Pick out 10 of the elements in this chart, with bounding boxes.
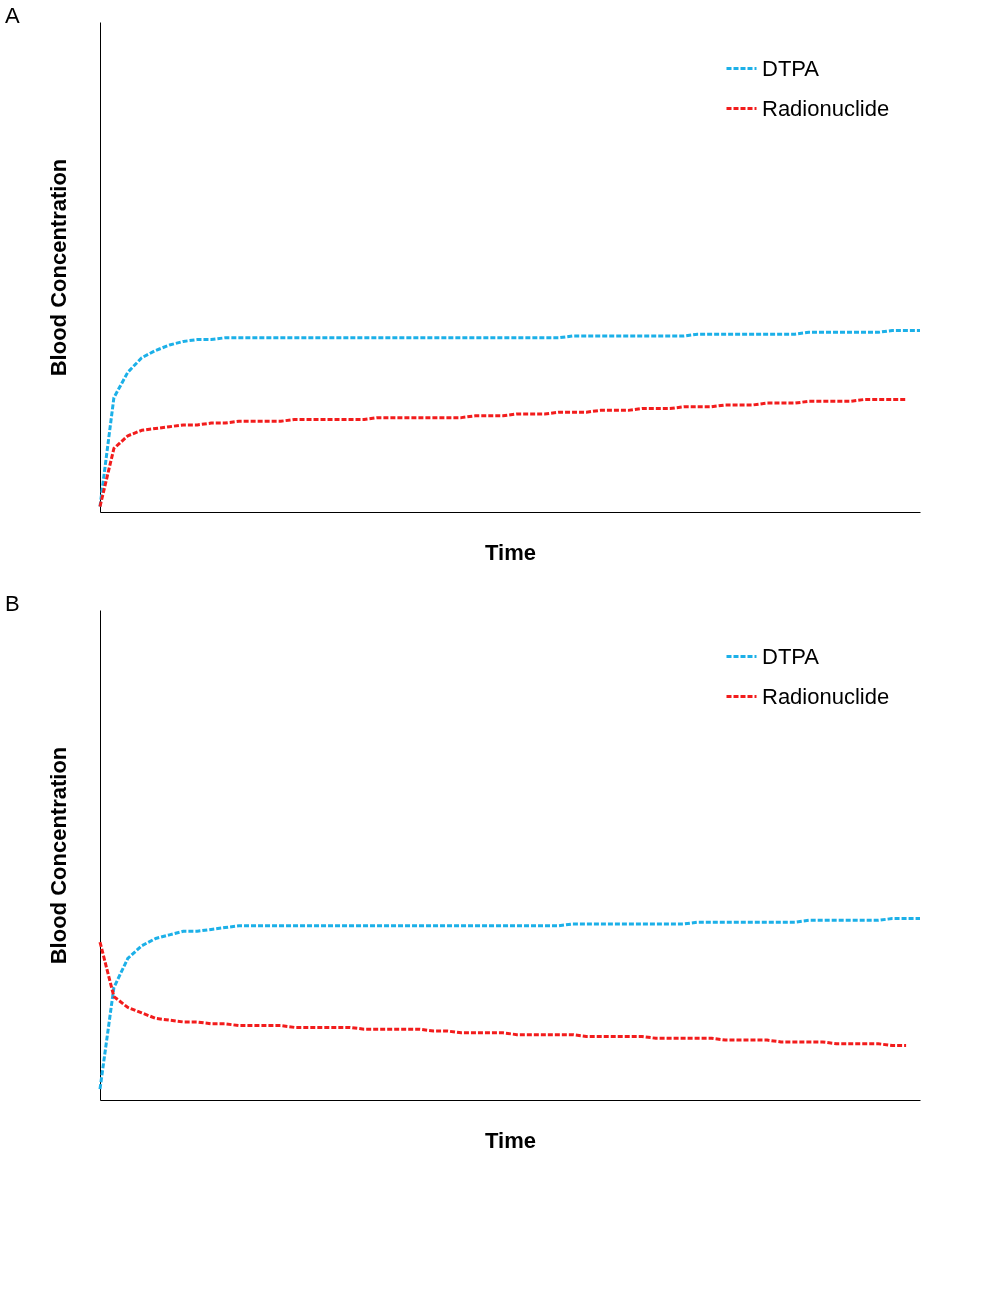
legend-label: DTPA bbox=[762, 643, 820, 669]
legend-label: Radionuclide bbox=[762, 95, 890, 121]
chart-title: A bbox=[5, 3, 20, 28]
legend-label: Radionuclide bbox=[762, 683, 890, 709]
chart-title: B bbox=[5, 591, 20, 616]
y-axis-title: Blood Concentration bbox=[45, 746, 71, 965]
legend-label: DTPA bbox=[762, 55, 820, 81]
y-axis-title: Blood Concentration bbox=[45, 158, 71, 377]
x-axis-title: Time bbox=[485, 539, 536, 565]
x-axis-title: Time bbox=[485, 1127, 536, 1153]
